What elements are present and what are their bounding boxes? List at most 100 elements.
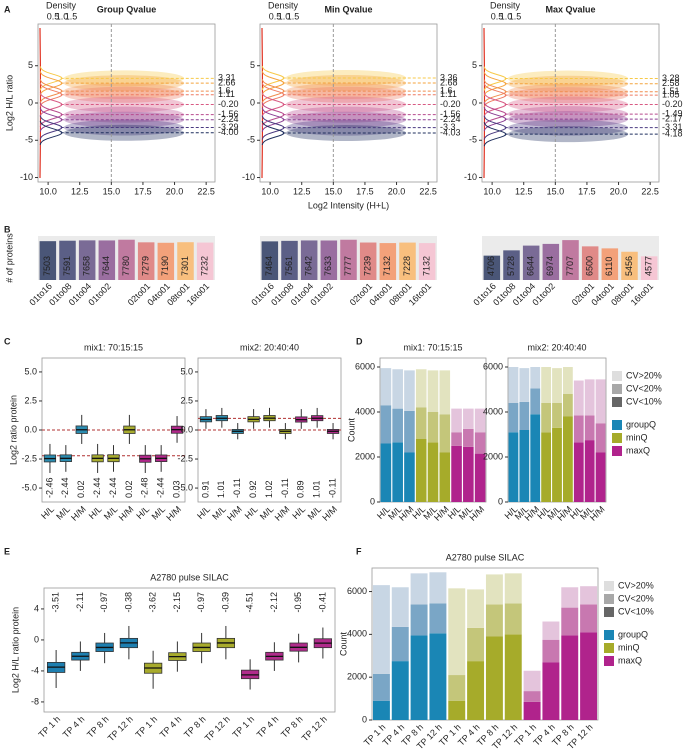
bar-segment (562, 394, 573, 417)
bar (399, 242, 416, 280)
median-label: -2.15 (172, 592, 182, 613)
point-cloud (285, 69, 407, 86)
hline-label: 1.51 (662, 86, 680, 96)
bar-segment (523, 701, 541, 720)
median-label: -0.11 (327, 478, 337, 498)
x-tick-label: 22.5 (641, 186, 659, 196)
bar-segment (519, 368, 530, 402)
bar-segment (448, 588, 466, 676)
plot-area (37, 23, 216, 183)
bar-value-label: 7707 (565, 256, 575, 276)
x-tick-label: TP 12 h (300, 714, 329, 743)
point-cloud (285, 119, 407, 136)
legend-label: CV<10% (618, 606, 654, 616)
bar-segment (415, 369, 427, 408)
bar-segment (410, 635, 428, 720)
bar (359, 242, 377, 280)
y-tick-label: -2.5 (177, 453, 193, 463)
median-label: -2.46 (44, 477, 54, 498)
bar-value-label: 7228 (402, 256, 412, 276)
plot-area (43, 587, 336, 713)
legend-swatch (612, 446, 622, 456)
median-label: 1.02 (264, 480, 274, 498)
bar-segment (508, 403, 519, 433)
bar-segment (530, 367, 541, 389)
bar-segment (427, 412, 439, 443)
hline-label: -1.49 (662, 108, 683, 118)
y-tick-label: 0 (370, 496, 375, 506)
bar-segment (410, 604, 428, 636)
bar-value-label: 7780 (121, 256, 131, 276)
panel-letter: E (4, 546, 10, 556)
y-tick-label: -10 (464, 172, 477, 182)
bar-segment (561, 635, 579, 720)
bar-segment (467, 589, 485, 628)
bar-segment (530, 414, 541, 502)
bar-segment (552, 403, 562, 428)
density-tick-label: 1.5 (287, 11, 300, 21)
legend-swatch (612, 371, 622, 381)
bar-value-label: 7503 (42, 256, 52, 276)
x-tick-label: M/L (258, 504, 276, 522)
hline-label: 2.68 (440, 77, 458, 87)
point-cloud (63, 86, 185, 103)
bar-value-label: 7658 (82, 256, 92, 276)
bar-segment (429, 633, 447, 720)
point-cloud (285, 83, 407, 100)
panel-letter: C (4, 336, 11, 346)
plot-area (259, 23, 438, 183)
point-cloud (285, 111, 407, 128)
bar (196, 242, 214, 280)
hline-label: -0.20 (662, 99, 683, 109)
bar (261, 241, 279, 280)
bar-segment (552, 427, 562, 502)
density-title: Density (46, 0, 77, 10)
bar-value-label: 7132 (382, 256, 392, 276)
median-label: -2.11 (75, 592, 85, 612)
legend-swatch (612, 433, 622, 443)
bar-segment (448, 675, 466, 701)
bar-segment (427, 370, 439, 412)
point-cloud (507, 75, 629, 92)
chart-title: A2780 pulse SILAC (150, 572, 229, 582)
bar-segment (580, 586, 598, 605)
x-tick-label: 01to02 (86, 281, 113, 308)
x-tick-label: H/L (195, 504, 212, 521)
x-tick-label: TP 4 h (61, 714, 87, 740)
chart-title: mix2: 20:40:40 (527, 342, 586, 352)
y-tick-label: 5 (250, 60, 255, 70)
y-tick-label: 4000 (347, 629, 367, 639)
bar (98, 240, 116, 280)
bar-segment (439, 452, 451, 502)
point-cloud (63, 106, 185, 123)
median-label: 0.03 (171, 480, 181, 498)
point-cloud (507, 96, 629, 113)
bar-segment (415, 439, 427, 502)
point-cloud (285, 125, 407, 142)
hline-label: -1.56 (218, 109, 239, 119)
bar-segment (372, 673, 390, 701)
x-tick-label: M/L (54, 504, 72, 522)
bar-segment (474, 453, 486, 502)
median-label: 0.91 (200, 480, 210, 498)
y-tick-label: 6000 (483, 361, 503, 371)
point-cloud (63, 124, 185, 141)
median-label: -0.11 (232, 478, 242, 498)
bar-value-label: 7633 (323, 256, 333, 276)
x-tick-label: H/M (69, 504, 88, 523)
chart-title: mix1: 70:15:15 (403, 342, 462, 352)
bar-segment (530, 388, 541, 415)
x-tick-label: 01to02 (308, 281, 335, 308)
hline-label: -0.20 (218, 99, 239, 109)
median-label: -0.38 (123, 592, 133, 613)
hline-label: -3.31 (662, 122, 683, 132)
bar-value-label: 7464 (264, 256, 274, 276)
hline-label: -2.24 (440, 114, 461, 124)
bar-segment (415, 407, 427, 439)
hline-label: -2.24 (218, 114, 239, 124)
bar-segment (380, 443, 392, 502)
bar-segment (372, 585, 390, 674)
median-label: -3.62 (148, 592, 158, 613)
hline-label: -2.17 (662, 114, 683, 124)
bar-segment (562, 367, 573, 394)
